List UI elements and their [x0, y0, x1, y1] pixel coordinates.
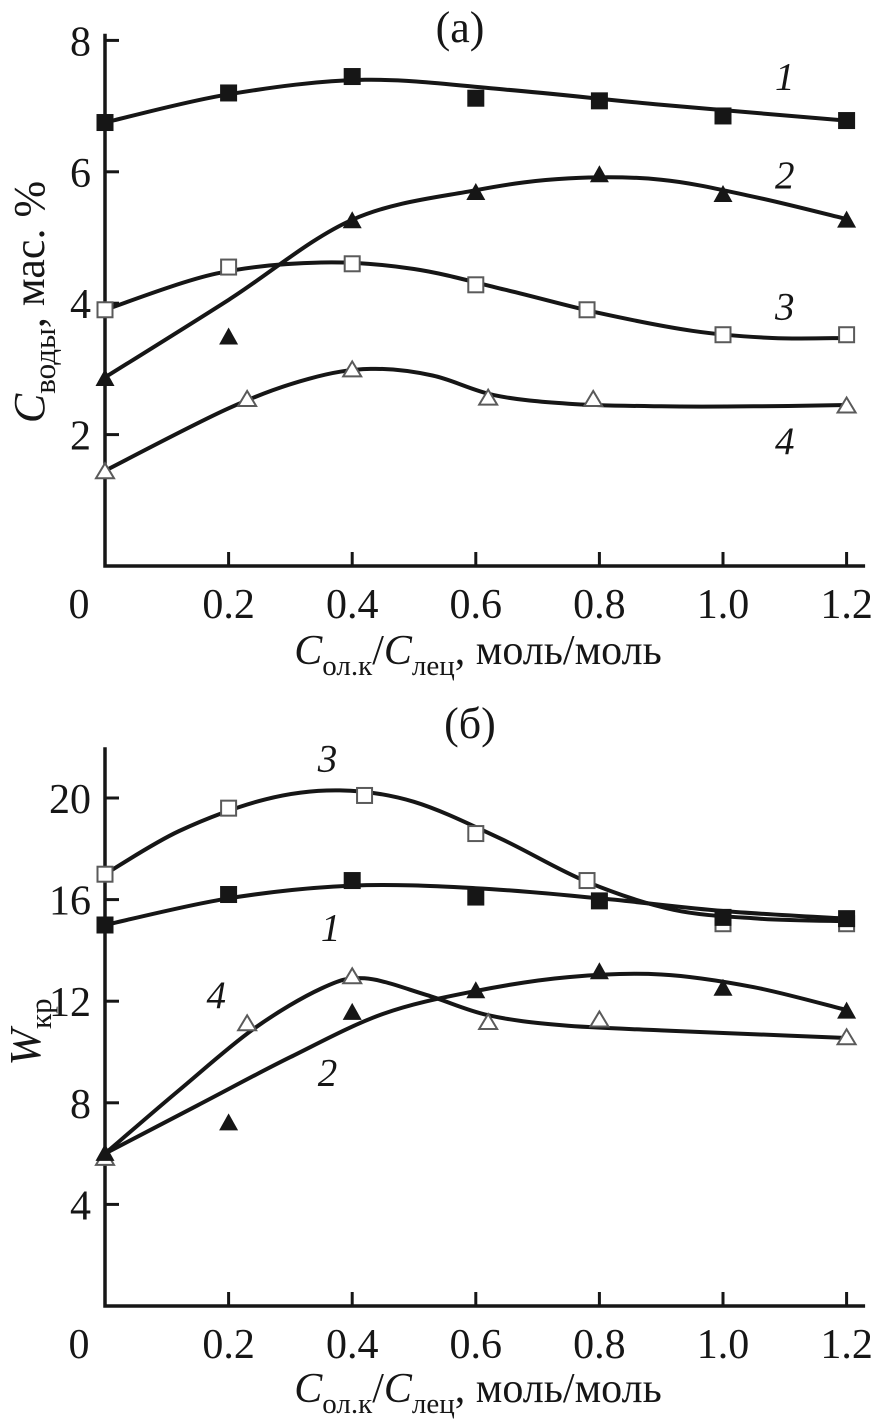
series-1-label: 1: [775, 56, 795, 99]
x-tick-label: 0.2: [202, 582, 255, 628]
series-4-marker: [588, 1009, 611, 1028]
series-3-marker: [96, 301, 114, 319]
chart-b-title: (б): [444, 699, 496, 748]
series-3-marker: [467, 825, 485, 843]
series-1-marker: [220, 886, 238, 904]
series-4-marker: [582, 389, 604, 407]
series-4-marker: [94, 461, 116, 480]
series-2-marker: [466, 981, 486, 999]
chart-b-y-axis-title: Wкр: [1, 998, 58, 1065]
series-1-marker: [220, 84, 238, 102]
y-tick-label: 8: [70, 19, 91, 65]
series-1-label: 1: [321, 907, 341, 950]
y-tick-label: 4: [70, 282, 91, 328]
x-tick-label: 0.2: [202, 1322, 255, 1368]
x-tick-label: 1.2: [820, 582, 873, 628]
chart-a: 0 0.2 0.4 0.6 0.8 1.0 1.2 2 4 6 8 Cол.к/Cлец, моль/…: [5, 19, 873, 682]
series-2-marker: [589, 962, 609, 980]
y-tick-label: 4: [70, 1183, 91, 1229]
series-4-marker: [236, 1013, 258, 1032]
series-1-marker: [714, 908, 732, 926]
x-tick-label: 1.0: [697, 1322, 750, 1368]
series-2-marker: [837, 1001, 857, 1019]
series-3-marker: [838, 326, 856, 344]
series-3-marker: [578, 872, 596, 890]
chart-a-title: (а): [436, 3, 485, 52]
series-4-marker: [477, 1012, 499, 1031]
series-1-marker: [343, 68, 361, 86]
chart-a-y-axis-title: Cводы, мас. %: [5, 181, 62, 423]
x-tick-label: 0: [69, 582, 90, 628]
x-tick-label: 0.4: [326, 1322, 379, 1368]
series-2-marker: [219, 1113, 239, 1131]
series-1-marker: [96, 916, 114, 934]
series-1-marker: [467, 888, 485, 906]
x-tick-label: 1.2: [820, 1322, 873, 1368]
series-2-marker: [219, 327, 239, 345]
series-2-marker: [837, 210, 857, 228]
series-4-marker: [835, 1027, 858, 1046]
series-4-marker: [341, 359, 363, 378]
series-2-curve: [103, 175, 849, 380]
series-2-marker: [342, 1002, 362, 1020]
series-3-marker: [220, 799, 238, 817]
series-2-marker: [589, 165, 609, 183]
series-2-marker: [713, 184, 733, 202]
series-1-marker: [590, 92, 608, 110]
y-tick-label: 8: [70, 1082, 91, 1128]
y-tick-label: 2: [70, 414, 91, 460]
series-1-marker: [714, 107, 732, 125]
x-tick-label: 0.8: [573, 1322, 626, 1368]
series-2-label: 2: [775, 154, 795, 197]
series-1-marker: [838, 910, 856, 928]
y-tick-label: 6: [70, 151, 91, 197]
series-1-marker: [467, 89, 485, 107]
x-tick-label: 0: [69, 1322, 90, 1368]
series-4-marker: [236, 389, 258, 407]
x-tick-label: 0.6: [450, 1322, 503, 1368]
chart-b-x-axis-title: Cол.к/Cлец, моль/моль: [294, 1366, 661, 1420]
series-2-marker: [95, 368, 115, 386]
series-3-curve: [103, 260, 849, 341]
series-4-label: 4: [775, 420, 795, 463]
series-3-marker: [343, 255, 361, 273]
series-4-label: 4: [206, 974, 226, 1017]
series-2-marker: [95, 1143, 115, 1161]
series-4-curve: [103, 366, 849, 473]
series-2-marker: [342, 211, 362, 229]
series-4-marker: [835, 395, 858, 414]
series-3-marker: [714, 326, 732, 344]
series-4-curve: [103, 976, 849, 1156]
series-3-label: 3: [774, 285, 795, 328]
y-tick-label: 16: [49, 879, 91, 925]
series-2-label: 2: [318, 1051, 338, 1094]
series-2-marker: [713, 978, 733, 996]
x-tick-label: 0.8: [573, 582, 626, 628]
series-1-marker: [343, 872, 361, 890]
series-3-label: 3: [317, 738, 338, 781]
chart-a-x-axis-title: Cол.к/Cлец, моль/моль: [294, 628, 661, 682]
series-2-marker: [466, 183, 486, 201]
series-3-marker: [220, 258, 238, 276]
x-tick-label: 0.4: [326, 582, 379, 628]
y-tick-label: 12: [49, 980, 91, 1026]
series-3-marker: [96, 865, 114, 883]
series-1-marker: [96, 114, 114, 132]
y-tick-label: 20: [49, 777, 91, 823]
series-1-curve: [103, 77, 849, 125]
series-3-marker: [356, 786, 374, 804]
x-tick-label: 0.6: [450, 582, 503, 628]
x-tick-label: 1.0: [697, 582, 750, 628]
series-4-marker: [477, 387, 499, 406]
series-3-marker: [467, 276, 485, 294]
series-1-marker: [590, 892, 608, 910]
series-1-marker: [838, 112, 856, 130]
series-4-marker: [341, 966, 363, 985]
series-3-marker: [578, 301, 596, 319]
